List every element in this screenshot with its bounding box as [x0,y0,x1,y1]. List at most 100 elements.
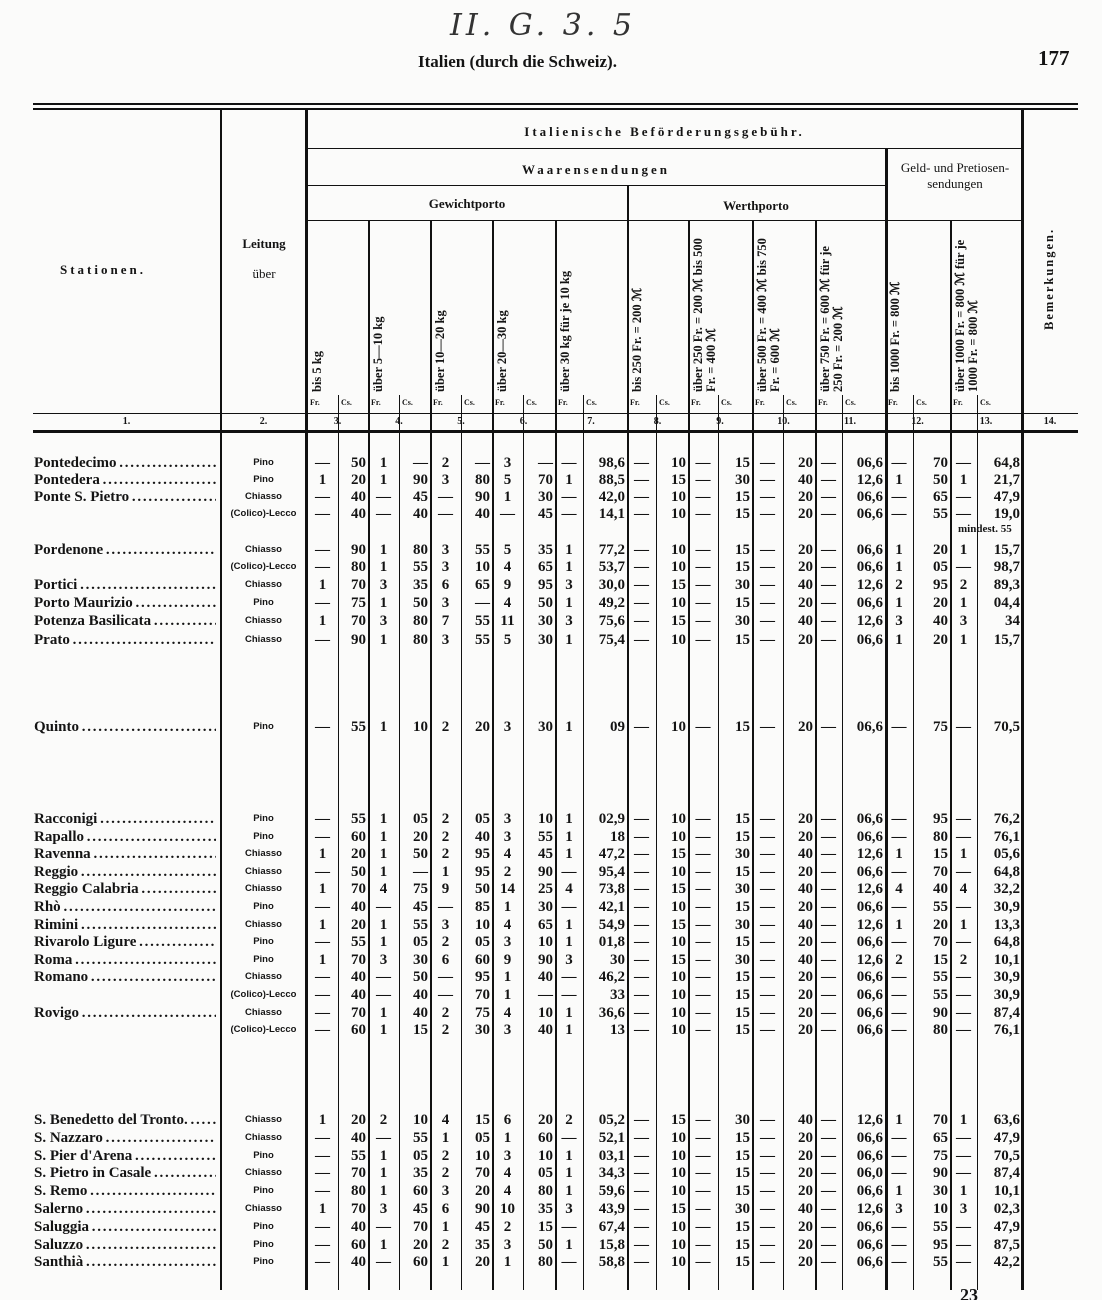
centimes-value: 06,6 [856,969,883,986]
centimes-value: 64,8 [993,863,1020,880]
francs-value: — [891,1004,907,1021]
francs-value: — [376,489,391,505]
header-main: Italienische Beförderungsgebühr. [524,124,805,139]
francs-value: — [695,951,711,968]
francs-value: 6 [503,1112,512,1128]
centimes-value: 15 [735,455,750,471]
centimes-value: 70 [351,1201,366,1217]
centimes-value: 30 [735,472,750,488]
francs-value: 1 [565,1183,573,1200]
centimes-value: 02,9 [598,811,625,827]
francs-value: 1 [441,1254,450,1271]
centimes-value: 15 [735,632,750,648]
centimes-value: 90 [538,951,553,968]
francs-value: 3 [565,577,573,593]
centimes-value: 75 [933,719,948,735]
centimes-value: 20 [798,987,813,1003]
francs-value: 6 [441,951,450,968]
column-header: über 1000 Fr. = 800 ℳ für je 1000 Fr. = … [953,239,980,392]
centimes-value: 21,7 [993,472,1020,488]
centimes-value: 65 [933,489,948,505]
francs-value: 1 [318,846,327,863]
francs-value: — [634,632,649,648]
centimes-value: 10 [671,934,686,951]
francs-value: 2 [503,863,512,880]
station-name: Reggio [34,863,216,881]
francs-value: — [821,899,836,915]
centimes-value: 15 [671,577,686,593]
francs-value: — [956,1147,971,1164]
francs-value: — [760,1004,775,1021]
francs-value: — [561,489,577,505]
francs-value: — [315,1236,330,1253]
station-name: Portici [34,576,216,594]
centimes-value: 32,2 [993,881,1020,898]
station-name: Porto Maurizio [34,594,216,612]
centimes-value: 15 [735,1004,750,1021]
centimes-value: 15 [735,863,750,880]
centimes-value: 55 [538,828,553,845]
column-number: 14. [1043,416,1057,427]
centimes-value: 20 [798,1147,813,1164]
francs-value: 4 [895,881,903,898]
francs-value: — [315,899,330,915]
route-via: Pino [253,936,274,948]
route-via: Chiasso [245,579,282,590]
francs-value: — [315,506,330,522]
header-gewicht: Gewichtporto [428,196,506,211]
station-name: S. Benedetto del Tronto. [34,1111,216,1129]
column-header: über 10—20 kg [433,310,447,392]
francs-value: 4 [441,1112,450,1128]
centimes-value: 90 [351,542,366,558]
francs-value: — [376,1254,391,1271]
centimes-value: 15 [735,506,750,522]
route-via: Chiasso [245,491,282,502]
francs-value: — [760,811,775,827]
francs-value: — [891,1022,907,1039]
francs-value: — [695,1254,711,1271]
centimes-value: 20 [413,828,428,845]
route-via: Chiasso [245,1114,282,1125]
centimes-value: 45 [538,846,553,863]
francs-value: — [634,1147,649,1164]
francs-value: 2 [441,811,450,827]
centimes-value: 40 [538,1022,553,1039]
column-header: bis 5 kg [310,351,324,392]
centimes-value: 42,1 [598,899,625,915]
francs-value: — [634,899,649,915]
centimes-value: 54,9 [598,916,625,933]
centimes-value: 15,7 [993,542,1020,558]
centimes-value: 05 [475,1129,490,1146]
centimes-value: 20 [475,1183,490,1200]
francs-value: — [315,489,330,505]
francs-value: 1 [503,1129,512,1146]
centimes-value: 42,2 [993,1254,1020,1271]
column-number: 2. [259,416,268,427]
francs-value: — [821,1147,836,1164]
francs-value: — [315,811,330,827]
francs-value: 2 [959,577,968,593]
francs-value: — [821,934,836,951]
francs-value: 4 [503,559,512,575]
station-name: Prato [34,631,216,649]
francs-value: — [956,1129,971,1146]
fr-label: Fr. [310,398,320,407]
francs-value: 1 [441,1129,450,1146]
centimes-value: 10 [671,506,686,522]
centimes-value: 55 [933,987,948,1003]
centimes-value: 06,6 [856,934,883,951]
francs-value: — [561,455,577,471]
centimes-value: 20 [798,899,813,915]
centimes-value: 98,6 [598,455,625,471]
francs-value: 4 [503,595,512,611]
francs-value: 3 [379,1201,388,1217]
centimes-value: 50 [538,595,553,611]
francs-value: — [695,828,711,845]
francs-value: 2 [441,828,450,845]
route-via: Chiasso [245,544,282,555]
centimes-value: 55 [475,632,490,648]
centimes-value: 33 [610,987,625,1003]
francs-value: 1 [318,1112,327,1128]
francs-value: — [634,934,649,951]
centimes-value: 10 [671,632,686,648]
